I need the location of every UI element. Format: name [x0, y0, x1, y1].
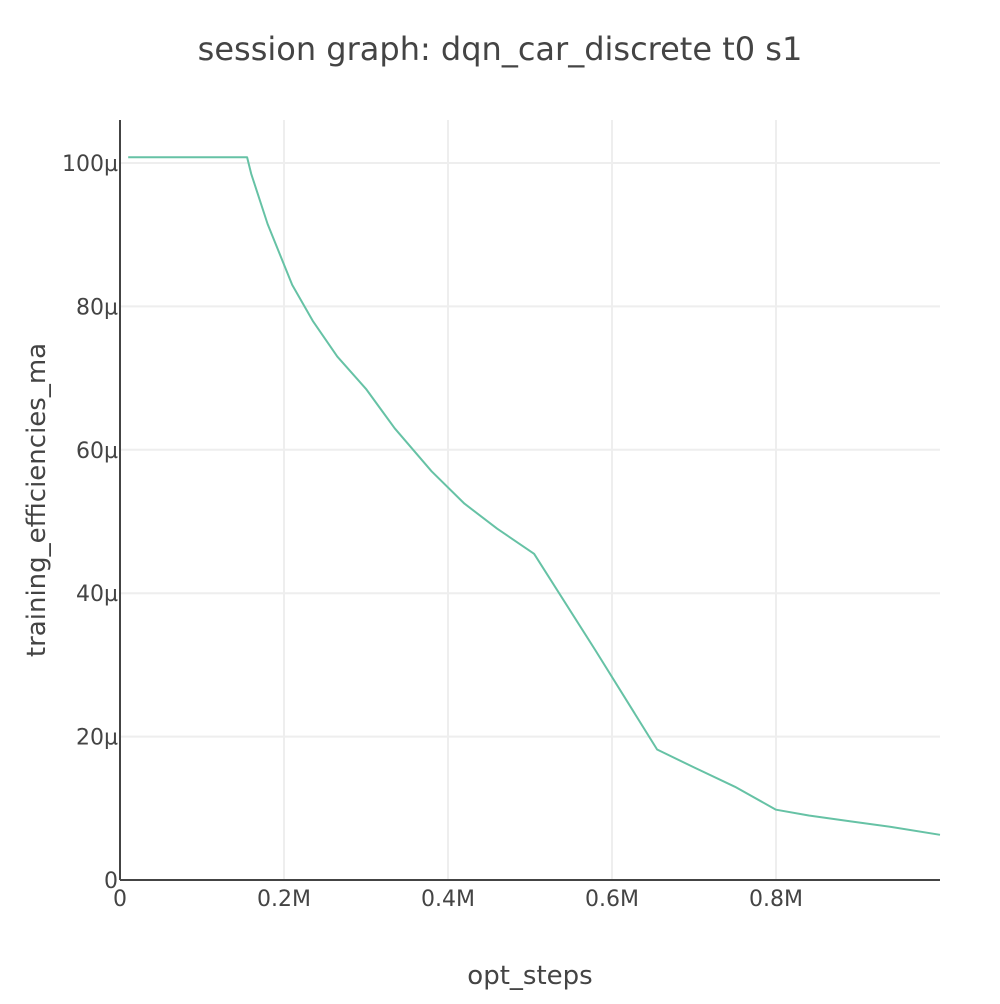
chart-title: session graph: dqn_car_discrete t0 s1 [198, 30, 803, 68]
y-tick-label: 20µ [76, 726, 118, 751]
y-tick-label: 100µ [62, 152, 118, 177]
x-tick-label: 0.6M [585, 887, 639, 912]
y-tick-label: 0 [104, 869, 118, 894]
x-axis-title: opt_steps [467, 961, 592, 991]
y-tick-label: 80µ [76, 295, 118, 320]
x-tick-label: 0.2M [257, 887, 311, 912]
grid [120, 120, 940, 880]
x-tick-label: 0 [113, 887, 127, 912]
x-tick-label: 0.8M [749, 887, 803, 912]
y-tick-label: 40µ [76, 582, 118, 607]
y-axis-title: training_efficiencies_ma [22, 343, 52, 657]
tick-labels: 0 0.2M 0.4M 0.6M 0.8M 0 20µ 40µ 60µ 80µ 100µ [62, 152, 803, 912]
x-tick-label: 0.4M [421, 887, 475, 912]
axes [119, 120, 940, 881]
series [128, 156, 941, 836]
y-tick-label: 60µ [76, 439, 118, 464]
series-line [128, 156, 941, 836]
